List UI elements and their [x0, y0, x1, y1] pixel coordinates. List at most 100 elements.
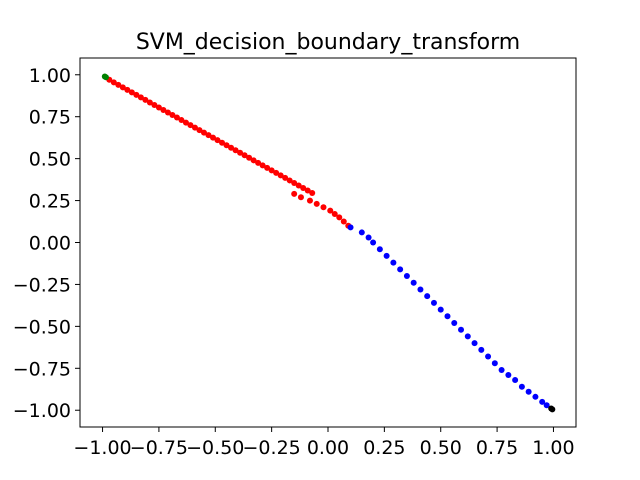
data-point — [437, 306, 444, 313]
data-point — [297, 194, 304, 201]
data-point — [232, 147, 239, 154]
data-point — [464, 333, 471, 340]
data-point — [273, 169, 280, 176]
x-tick-label: −0.25 — [243, 437, 301, 459]
data-point — [410, 279, 417, 286]
data-point — [336, 214, 343, 221]
data-point — [518, 383, 525, 390]
data-point — [505, 372, 512, 379]
data-point — [327, 207, 334, 214]
data-point — [178, 117, 185, 124]
data-point — [151, 101, 158, 108]
x-tick-label: 0.25 — [363, 437, 405, 459]
data-point — [264, 164, 271, 171]
y-tick-label: −0.75 — [13, 358, 71, 380]
data-point — [191, 124, 198, 131]
data-point — [313, 200, 320, 207]
y-axis-ticks: −1.00 −0.75 −0.50 −0.25 0.00 0.25 0.50 0.75 1.00 — [13, 65, 80, 422]
data-point — [182, 119, 189, 126]
data-point — [512, 377, 519, 384]
data-point — [291, 190, 298, 197]
data-point — [397, 266, 404, 273]
data-point — [417, 286, 424, 293]
data-point — [403, 273, 410, 280]
data-point — [478, 346, 485, 353]
data-point — [300, 184, 307, 191]
data-point — [358, 229, 365, 236]
data-point — [128, 89, 135, 96]
chart-title: SVM_decision_boundary_transform — [136, 30, 520, 55]
data-point — [549, 406, 556, 413]
y-tick-label: −0.25 — [13, 274, 71, 296]
x-tick-label: 0.00 — [307, 437, 349, 459]
data-point — [491, 360, 498, 367]
data-point — [205, 132, 212, 139]
data-point — [146, 99, 153, 106]
y-tick-label: 0.50 — [29, 149, 71, 171]
x-tick-label: 0.75 — [476, 437, 518, 459]
data-point — [498, 366, 505, 373]
data-point — [223, 142, 230, 149]
data-point — [169, 112, 176, 119]
data-points — [101, 73, 556, 413]
data-point — [237, 149, 244, 156]
data-point — [309, 190, 316, 197]
data-point — [286, 177, 293, 184]
data-point — [137, 94, 144, 101]
data-point — [543, 402, 550, 409]
data-point — [119, 84, 126, 91]
data-point — [340, 218, 347, 225]
data-point — [331, 210, 338, 217]
data-point — [268, 167, 275, 174]
data-point — [133, 91, 140, 98]
data-point — [347, 224, 354, 231]
data-point — [304, 187, 311, 194]
data-point — [102, 74, 109, 81]
x-tick-label: 1.00 — [532, 437, 574, 459]
data-point — [365, 234, 372, 241]
data-point — [532, 393, 539, 400]
data-point — [430, 299, 437, 306]
data-point — [228, 144, 235, 151]
data-point — [277, 172, 284, 179]
x-axis-ticks: −1.00−0.75−0.50−0.25 0.00 0.25 0.50 0.75 1.00 — [73, 427, 575, 459]
plot-area-frame — [79, 57, 577, 428]
data-point — [471, 340, 478, 347]
data-point — [210, 134, 217, 141]
data-point — [201, 129, 207, 136]
x-tick-label: −0.75 — [130, 437, 188, 459]
data-point — [164, 109, 171, 116]
y-tick-label: −1.00 — [13, 400, 71, 422]
data-point — [485, 353, 492, 360]
data-point — [173, 114, 180, 121]
data-point — [255, 159, 262, 166]
data-point — [451, 320, 458, 327]
data-point — [196, 127, 203, 134]
data-point — [383, 252, 390, 259]
data-point — [246, 154, 253, 161]
data-point — [320, 204, 327, 211]
data-point — [142, 96, 149, 103]
data-point — [291, 179, 298, 186]
data-point — [241, 152, 248, 159]
data-point — [424, 293, 431, 300]
data-point — [458, 326, 465, 333]
data-point — [444, 313, 451, 320]
data-point — [282, 174, 289, 181]
data-point — [214, 137, 221, 144]
data-point — [160, 106, 167, 113]
x-tick-label: −0.50 — [186, 437, 244, 459]
data-point — [187, 122, 194, 129]
data-point — [124, 86, 131, 93]
data-point — [376, 246, 383, 253]
x-tick-label: −1.00 — [73, 437, 131, 459]
data-point — [115, 81, 122, 88]
data-point — [155, 104, 162, 111]
data-point — [525, 388, 532, 395]
data-point — [390, 259, 397, 266]
y-tick-label: 0.25 — [29, 191, 71, 213]
data-point — [370, 239, 377, 246]
data-point — [306, 197, 313, 204]
y-tick-label: −0.50 — [13, 316, 71, 338]
